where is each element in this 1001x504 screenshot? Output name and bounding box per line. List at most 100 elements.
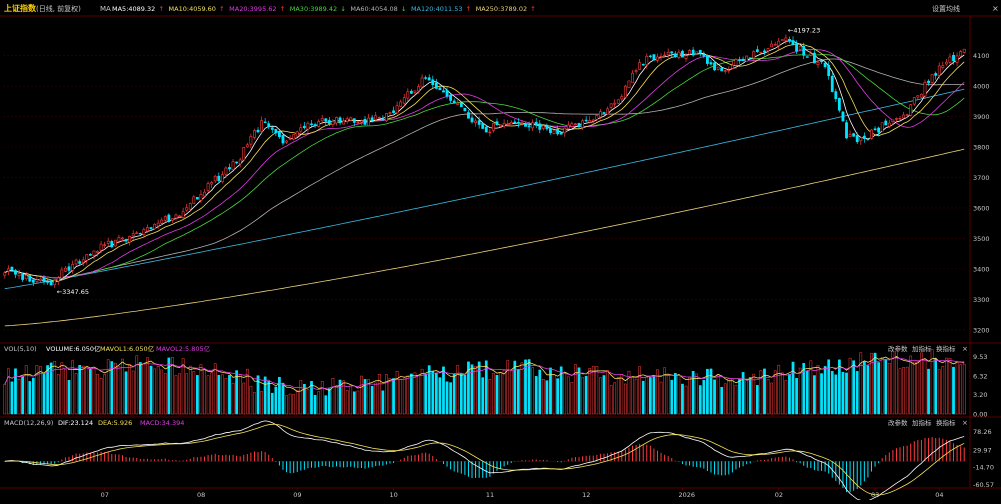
candle-body <box>3 272 7 276</box>
candle-body <box>566 124 570 129</box>
candle-body <box>755 49 759 53</box>
volume-bar <box>823 366 827 415</box>
volume-bar <box>788 374 791 415</box>
candle <box>324 117 328 126</box>
candle-body <box>402 97 406 104</box>
settings-ma-button[interactable]: 设置均线 <box>932 4 960 13</box>
volume-bar <box>502 369 506 415</box>
candle <box>299 123 303 134</box>
volume-bar <box>434 372 438 415</box>
candle <box>916 95 920 100</box>
volume-bar <box>955 360 959 415</box>
volume-bar <box>210 372 214 415</box>
vol-close-icon[interactable]: × <box>962 345 968 353</box>
candle <box>648 54 652 59</box>
candle <box>816 59 820 68</box>
price-tick-label: 3800 <box>973 144 990 152</box>
candle <box>581 118 584 130</box>
candle <box>438 85 442 91</box>
volume-bar <box>306 389 310 415</box>
candle <box>652 54 656 61</box>
candle-body <box>656 56 659 61</box>
candle-body <box>848 134 852 138</box>
candle-body <box>716 66 720 70</box>
candle <box>167 213 171 223</box>
volume-bar <box>841 371 845 415</box>
volume-bar <box>185 373 189 415</box>
candle-body <box>477 120 481 125</box>
volume-bar <box>10 381 14 415</box>
candle <box>474 118 477 127</box>
ma10-line <box>4 43 965 282</box>
volume-bar <box>242 382 246 415</box>
candle-body <box>14 270 17 275</box>
candle <box>74 258 78 266</box>
ma-value-0: MA5:4089.32 <box>112 5 155 13</box>
vol-change-params-button[interactable]: 改参数 <box>888 344 908 353</box>
candle <box>516 118 520 128</box>
candle-body <box>588 120 592 123</box>
macd-macd-value: MACD:34.394 <box>140 419 184 427</box>
candle-body <box>342 120 346 125</box>
candle <box>574 122 577 126</box>
candle-body <box>698 50 702 54</box>
close-icon[interactable]: × <box>992 4 999 13</box>
candle-body <box>499 124 502 127</box>
index-subtitle: (日线, 前复权) <box>36 4 81 13</box>
macd-dea-value: DEA:5.926 <box>98 419 132 427</box>
volume-bar <box>402 377 406 415</box>
macd-add-indicator-button[interactable]: 加指标 <box>912 418 932 427</box>
volume-bar <box>927 368 930 415</box>
candle-body <box>281 134 285 144</box>
candle-body <box>249 136 253 145</box>
candle <box>641 63 645 66</box>
volume-bar <box>609 385 613 415</box>
volume-bar <box>188 365 192 415</box>
candle <box>99 241 103 254</box>
volume-bar <box>873 352 877 415</box>
candle <box>81 256 85 267</box>
volume-bar <box>552 374 556 415</box>
candle-body <box>374 115 378 121</box>
volume-bar <box>816 365 820 415</box>
volume-bar <box>734 384 738 415</box>
candle-body <box>545 126 549 130</box>
macd-close-icon[interactable]: × <box>962 419 968 427</box>
candle <box>274 128 278 137</box>
volume-bar <box>780 372 784 415</box>
volume-bar <box>581 377 584 415</box>
candle-body <box>834 91 838 100</box>
candle <box>952 51 955 65</box>
candle <box>506 119 510 126</box>
candle <box>538 119 542 134</box>
volume-bar <box>117 366 121 415</box>
candle-body <box>944 61 948 65</box>
candle-body <box>955 55 959 63</box>
price-tick-label: 3400 <box>973 265 990 273</box>
candle <box>142 227 146 237</box>
volume-bar <box>945 357 948 415</box>
low-annotation: ←3347.65 <box>57 288 89 296</box>
candle-body <box>837 98 841 111</box>
macd-switch-indicator-button[interactable]: 换指标 <box>936 418 956 427</box>
volume-bar <box>470 364 474 415</box>
volume-bar <box>249 385 253 415</box>
candle <box>870 128 873 140</box>
macd-change-params-button[interactable]: 改参数 <box>888 418 908 427</box>
candle <box>135 230 139 234</box>
candle <box>613 99 617 108</box>
vol-title: VOL(5,10) <box>4 345 37 353</box>
candle-body <box>681 50 684 58</box>
vol-add-indicator-button[interactable]: 加指标 <box>912 344 932 353</box>
vol-switch-indicator-button[interactable]: 换指标 <box>936 344 956 353</box>
volume-bar <box>895 350 898 415</box>
candle-body <box>859 137 863 142</box>
candle <box>477 116 481 129</box>
volume-bar <box>706 368 709 415</box>
candle <box>927 79 930 86</box>
candle <box>670 51 674 58</box>
volume-bar <box>866 365 870 415</box>
volume-bar <box>167 357 171 415</box>
candle-body <box>841 111 845 122</box>
volume-bar <box>474 366 477 415</box>
